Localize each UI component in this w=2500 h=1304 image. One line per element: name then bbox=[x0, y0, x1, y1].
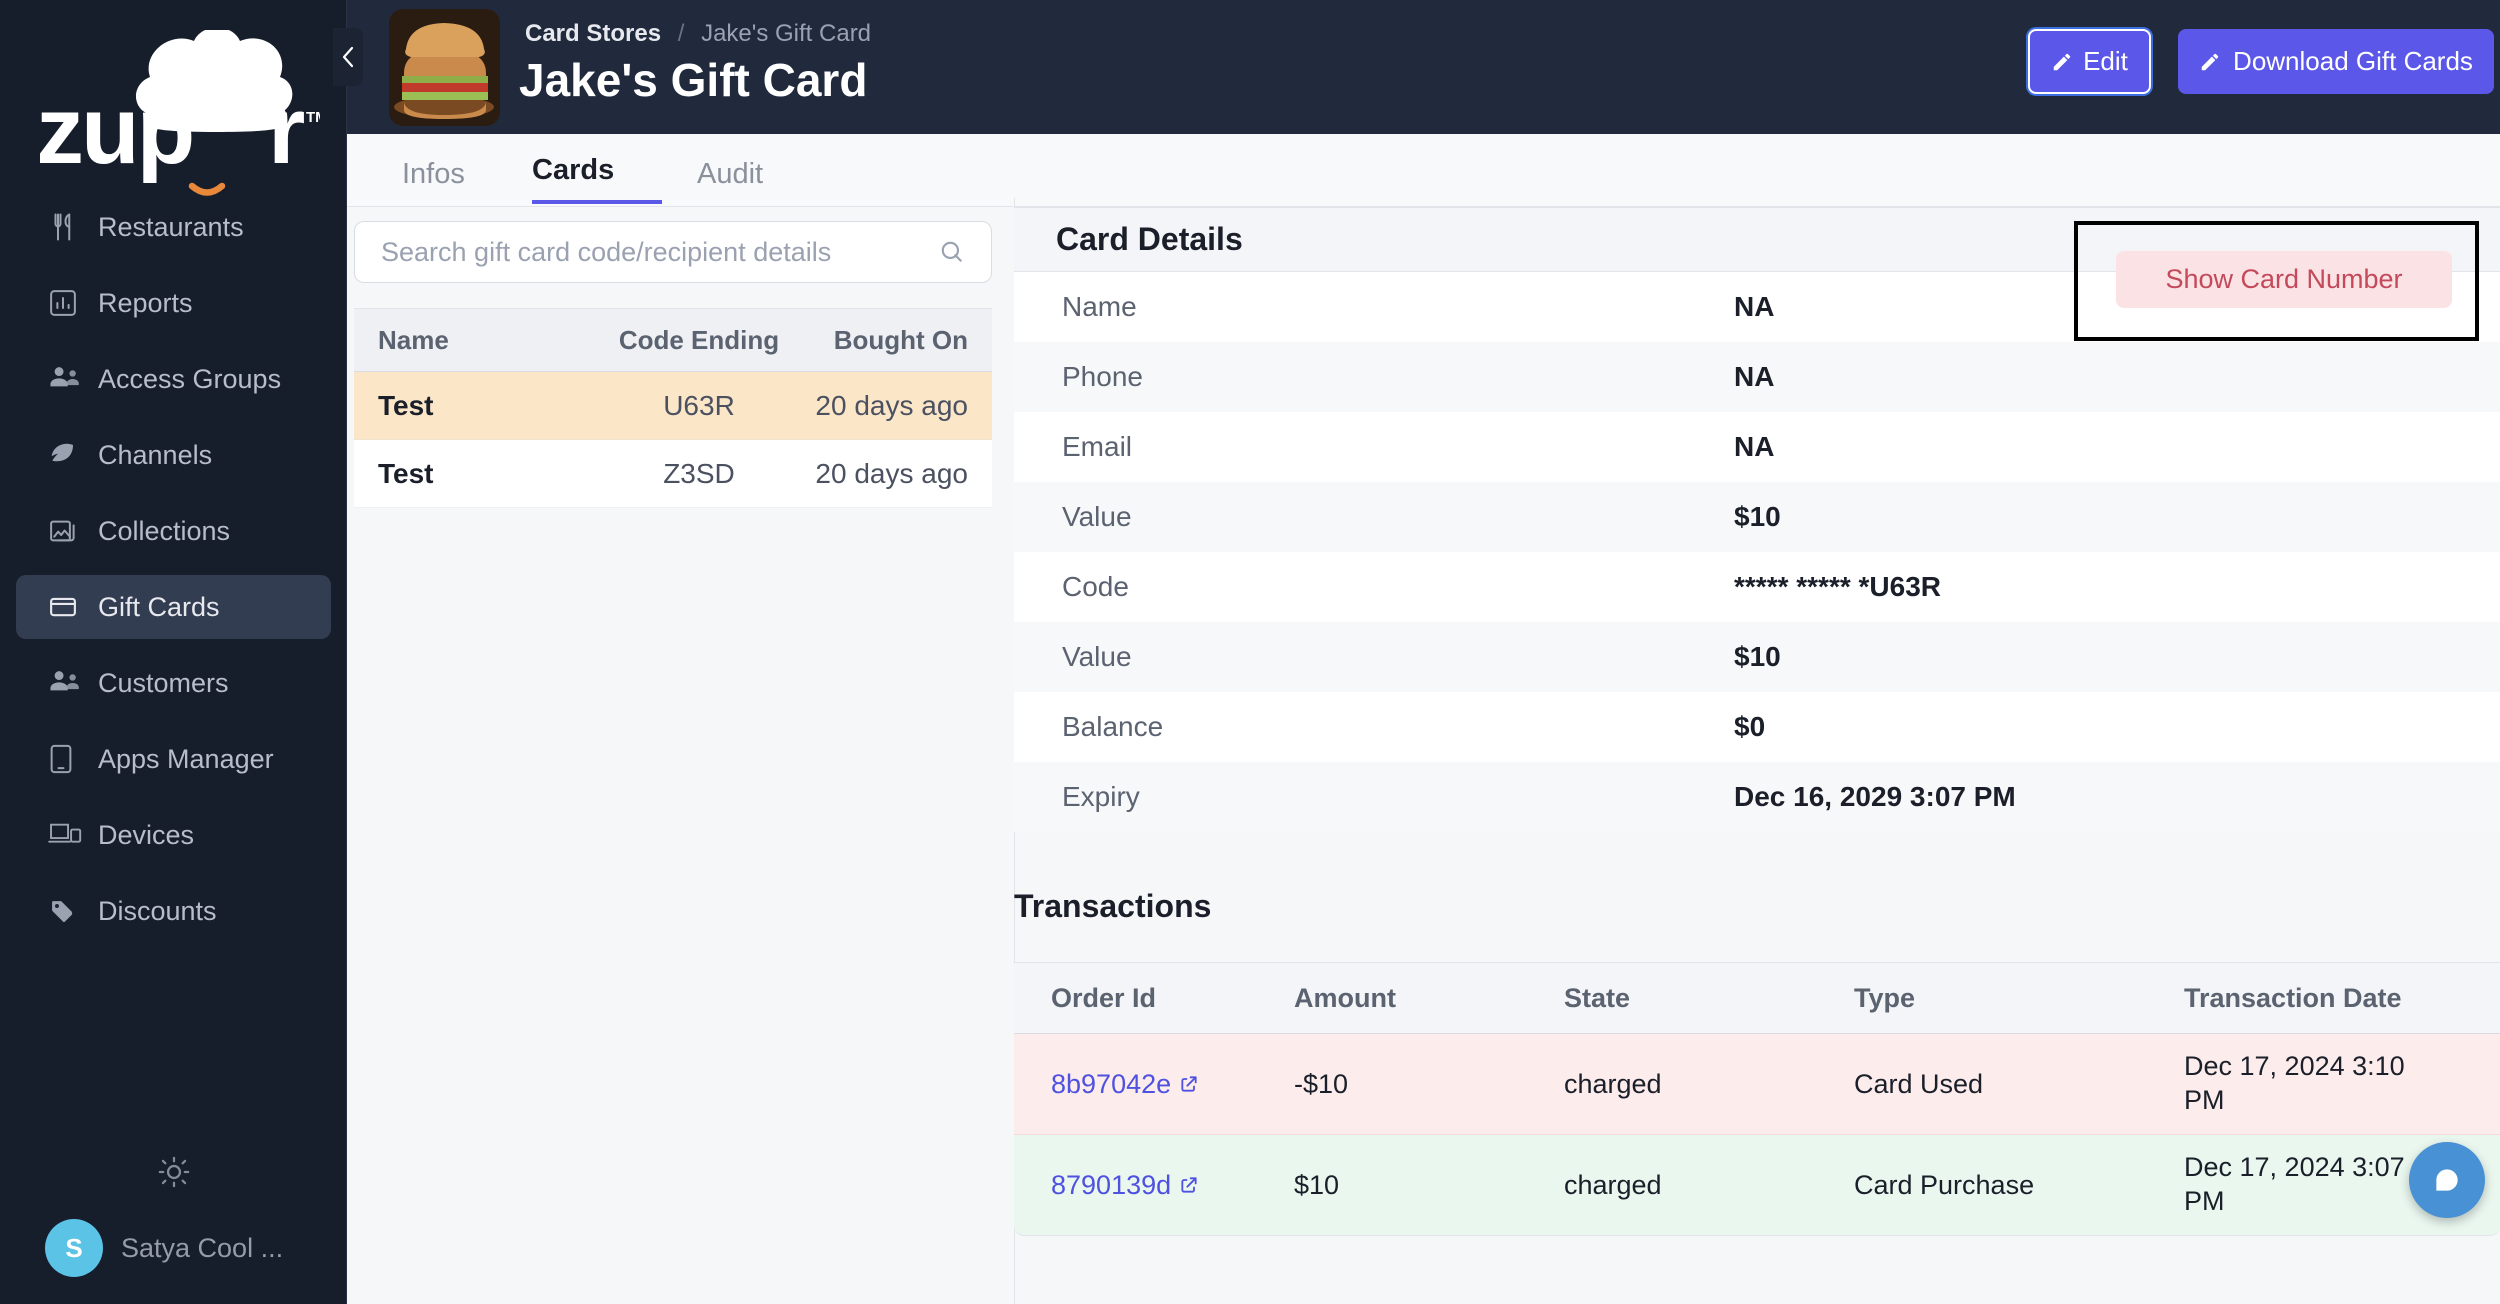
svg-text:TM: TM bbox=[306, 109, 320, 126]
